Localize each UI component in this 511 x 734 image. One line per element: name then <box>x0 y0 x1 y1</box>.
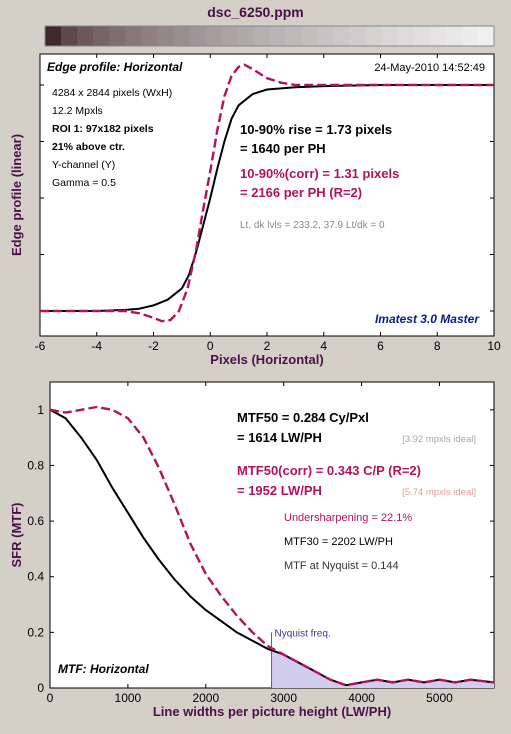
edge-info-line: 12.2 Mpxls <box>52 105 103 117</box>
gray-step <box>349 26 367 46</box>
edge-info-line: 21% above ctr. <box>52 141 125 153</box>
edge-x-tick-label: 10 <box>487 339 501 353</box>
gray-step <box>301 26 319 46</box>
mtf-x-tick-label: 3000 <box>270 691 297 705</box>
rise-corr-per-ph: = 2166 per PH (R=2) <box>240 185 362 200</box>
gray-step <box>45 26 62 46</box>
gray-step <box>269 26 287 46</box>
gray-step <box>237 26 255 46</box>
mtf-x-axis-label: Line widths per picture height (LW/PH) <box>153 704 391 719</box>
rise-per-ph: = 1640 per PH <box>240 141 326 156</box>
edge-x-tick-label: 2 <box>264 339 271 353</box>
gray-step <box>93 26 110 46</box>
edge-panel-title: Edge profile: Horizontal <box>47 60 183 74</box>
gray-step <box>365 26 383 46</box>
mtf-panel-title: MTF: Horizontal <box>58 662 149 676</box>
gray-step <box>253 26 271 46</box>
edge-info-line: ROI 1: 97x182 pixels <box>52 123 154 135</box>
mtf-y-axis-label: SFR (MTF) <box>9 503 24 568</box>
levels-note: Lt, dk lvls = 233.2, 37.9 Lt/dk = 0 <box>240 220 385 231</box>
gray-step <box>461 26 479 46</box>
gray-step <box>477 26 495 46</box>
gray-step <box>157 26 174 46</box>
mtf-y-tick-label: 0.4 <box>27 570 44 584</box>
imatest-watermark: Imatest 3.0 Master <box>375 312 480 326</box>
gray-step <box>141 26 158 46</box>
mtf-y-tick-label: 0.6 <box>27 514 44 528</box>
mtf-x-tick-label: 4000 <box>348 691 375 705</box>
undersharpening: Undersharpening = 22.1% <box>284 512 412 524</box>
edge-corrected-curve <box>40 63 494 323</box>
gray-step <box>77 26 94 46</box>
mtf-x-tick-label: 5000 <box>426 691 453 705</box>
mtf50-corr: MTF50(corr) = 0.343 C/P (R=2) <box>237 463 421 478</box>
edge-y-axis-label: Edge profile (linear) <box>9 134 24 256</box>
gray-step <box>189 26 206 46</box>
mtf-at-nyquist: MTF at Nyquist = 0.144 <box>284 560 399 572</box>
nyquist-label: Nyquist freq. <box>275 628 331 639</box>
gray-step <box>205 26 222 46</box>
gray-step <box>61 26 78 46</box>
edge-timestamp: 24-May-2010 14:52:49 <box>374 62 485 74</box>
gray-strip-border <box>44 25 495 47</box>
gray-step <box>285 26 303 46</box>
gray-step <box>397 26 415 46</box>
edge-x-tick-label: -6 <box>35 339 46 353</box>
mtf50-corr-lw-ph: = 1952 LW/PH <box>237 483 322 498</box>
gray-step <box>109 26 126 46</box>
rise-10-90: 10-90% rise = 1.73 pixels <box>240 122 392 137</box>
gray-step <box>381 26 399 46</box>
mtf-y-tick-label: 0.2 <box>27 625 44 639</box>
mtf-x-tick-label: 1000 <box>115 691 142 705</box>
edge-info-line: Y-channel (Y) <box>52 159 115 171</box>
mtf50-corr-ideal: [5.74 mpxls ideal] <box>402 487 476 498</box>
edge-x-axis-label: Pixels (Horizontal) <box>210 352 323 367</box>
gray-step <box>429 26 447 46</box>
gray-step <box>221 26 239 46</box>
mtf50-cy-pxl: MTF50 = 0.284 Cy/Pxl <box>237 410 369 425</box>
gray-step <box>317 26 335 46</box>
edge-x-tick-label: -2 <box>148 339 159 353</box>
gray-step <box>413 26 431 46</box>
edge-plot-area <box>39 53 495 337</box>
mtf30: MTF30 = 2202 LW/PH <box>284 536 393 548</box>
edge-x-tick-label: 8 <box>434 339 441 353</box>
edge-info-line: Gamma = 0.5 <box>52 177 116 189</box>
edge-measured-curve <box>40 84 494 312</box>
edge-x-tick-label: 0 <box>207 339 214 353</box>
gray-step <box>125 26 142 46</box>
edge-x-tick-label: -4 <box>91 339 102 353</box>
mtf-x-tick-label: 0 <box>47 691 54 705</box>
gray-step <box>173 26 190 46</box>
mtf50-lw-ph: = 1614 LW/PH <box>237 430 322 445</box>
mtf-y-tick-label: 0.8 <box>27 458 44 472</box>
window-title: dsc_6250.ppm <box>207 4 304 20</box>
edge-x-tick-label: 4 <box>320 339 327 353</box>
edge-info-line: 4284 x 2844 pixels (WxH) <box>52 87 172 99</box>
mtf-x-tick-label: 2000 <box>192 691 219 705</box>
mtf-y-tick-label: 0 <box>37 681 44 695</box>
gray-step <box>333 26 351 46</box>
edge-x-tick-label: 6 <box>377 339 384 353</box>
mtf-corrected-curve <box>49 405 495 687</box>
mtf-y-tick-label: 1 <box>37 403 44 417</box>
rise-corr: 10-90%(corr) = 1.31 pixels <box>240 166 399 181</box>
gray-step <box>445 26 463 46</box>
mtf50-ideal: [3.92 mpxls ideal] <box>402 434 476 445</box>
